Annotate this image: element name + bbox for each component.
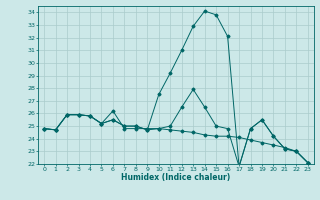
X-axis label: Humidex (Indice chaleur): Humidex (Indice chaleur) [121, 173, 231, 182]
